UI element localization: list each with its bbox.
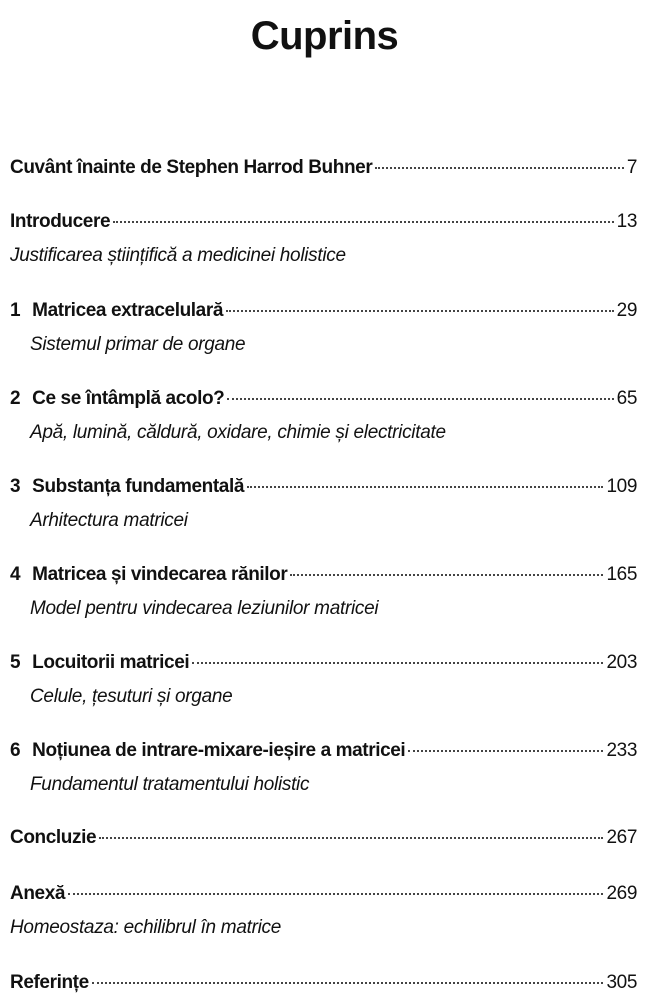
page-number: 233	[606, 740, 637, 761]
chapter-number: 1	[10, 300, 21, 321]
toc-entry[interactable]: Cuvânt înainte de Stephen Harrod Buhner 7	[10, 156, 637, 180]
page-number: 267	[606, 827, 637, 848]
dot-leader	[247, 486, 604, 488]
page-number: 165	[606, 564, 637, 585]
entry-title: Locuitorii matricei	[32, 652, 190, 673]
page-number: 29	[616, 300, 638, 321]
dot-leader	[68, 893, 604, 895]
dot-leader	[91, 982, 604, 984]
dot-leader	[99, 837, 604, 839]
dot-leader	[290, 574, 604, 576]
page-number: 269	[606, 883, 637, 904]
dot-leader	[192, 662, 604, 664]
dot-leader	[227, 398, 614, 400]
entry-title: Anexă	[10, 883, 66, 904]
entry-title: Matricea extracelulară	[32, 300, 223, 321]
entry-title: Referințe	[10, 972, 89, 993]
chapter-number: 5	[10, 652, 21, 673]
entry-subtitle: Sistemul primar de organe	[30, 334, 246, 355]
toc-entry[interactable]: Anexă 269	[10, 882, 637, 906]
toc-entry[interactable]: Concluzie 267	[10, 826, 637, 850]
toc-entry[interactable]: 2 Ce se întâmplă acolo? 65	[10, 387, 637, 411]
entry-title: Cuvânt înainte de Stephen Harrod Buhner	[10, 157, 373, 178]
toc-entry[interactable]: 3 Substanța fundamentală 109	[10, 475, 637, 499]
entry-subtitle: Celule, țesuturi și organe	[30, 686, 233, 707]
page-number: 13	[616, 211, 638, 232]
toc-entry[interactable]: 6 Noțiunea de intrare-mixare-ieșire a mat…	[10, 739, 637, 763]
dot-leader	[375, 167, 624, 169]
chapter-number: 6	[10, 740, 21, 761]
entry-subtitle: Fundamentul tratamentului holistic	[30, 774, 310, 795]
dot-leader	[113, 221, 614, 223]
page-title: Cuprins	[250, 14, 399, 58]
toc-entry[interactable]: Introducere 13	[10, 210, 637, 234]
entry-subtitle: Homeostaza: echilibrul în matrice	[10, 917, 281, 938]
dot-leader	[226, 310, 614, 312]
page-number: 203	[606, 652, 637, 673]
entry-title: Noțiunea de intrare-mixare-ieșire a matr…	[32, 740, 406, 761]
dot-leader	[408, 750, 604, 752]
page-number: 65	[616, 388, 638, 409]
page-number: 7	[626, 157, 638, 178]
chapter-number: 4	[10, 564, 21, 585]
entry-title: Substanța fundamentală	[32, 476, 245, 497]
entry-subtitle: Arhitectura matricei	[30, 510, 188, 531]
entry-title: Introducere	[10, 211, 111, 232]
entry-subtitle: Model pentru vindecarea leziunilor matri…	[30, 598, 379, 619]
page-number: 305	[606, 972, 637, 993]
toc-entry[interactable]: 4 Matricea și vindecarea rănilor 165	[10, 563, 637, 587]
entry-subtitle: Justificarea științifică a medicinei hol…	[10, 245, 346, 266]
toc-entry[interactable]: Referințe 305	[10, 971, 637, 995]
entry-subtitle: Apă, lumină, căldură, oxidare, chimie și…	[30, 422, 446, 443]
entry-title: Matricea și vindecarea rănilor	[32, 564, 288, 585]
chapter-number: 2	[10, 388, 21, 409]
toc-entry[interactable]: 1 Matricea extracelulară 29	[10, 299, 637, 323]
chapter-number: 3	[10, 476, 21, 497]
toc-entry[interactable]: 5 Locuitorii matricei 203	[10, 651, 637, 675]
entry-title: Ce se întâmplă acolo?	[32, 388, 225, 409]
entry-title: Concluzie	[10, 827, 97, 848]
page-number: 109	[606, 476, 637, 497]
